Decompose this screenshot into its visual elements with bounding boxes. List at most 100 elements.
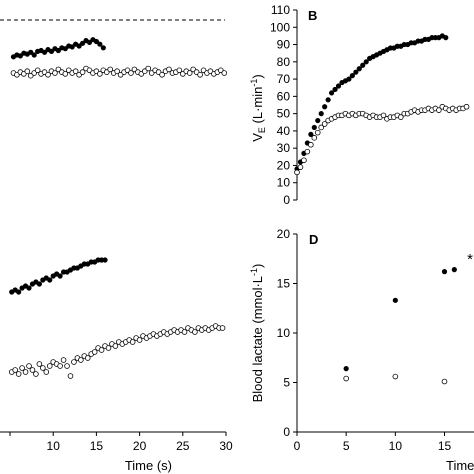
panel-a-point-open: [159, 72, 165, 78]
panel-a-point-filled: [55, 47, 61, 54]
panel-c-x-tick-label: 30: [219, 439, 233, 453]
panel-b-y-tick-label: 30: [277, 141, 291, 155]
panel-a-point-open: [114, 68, 120, 74]
panel-c-point-open: [40, 365, 46, 371]
panel-b-y-tick-label: 80: [277, 55, 291, 69]
panel-c-point-open: [98, 347, 105, 353]
panel-c-x-tick-label: 20: [133, 439, 147, 453]
panel-c-point-open: [33, 371, 39, 377]
panel-c: 10 15 20 25 30 Time (s): [0, 257, 233, 473]
panel-d-y-tick-label: 5: [283, 376, 290, 390]
panel-a-point-open: [79, 69, 86, 75]
panel-a-point-filled: [41, 49, 48, 55]
panel-d-point-filled: [441, 269, 448, 275]
panel-a-point-open: [97, 71, 103, 77]
panel-b-point-filled: [315, 117, 321, 124]
panel-b-y-tick-label: 0: [283, 193, 290, 207]
panel-b-point-open: [314, 129, 321, 136]
panel-c-x-tick-label: 10: [47, 439, 61, 453]
panel-c-point-open: [57, 363, 63, 369]
panel-d: 0 5 10 15 20 0 5 10 15 D Blood lactate (mmol·L-…: [249, 227, 474, 473]
panel-c-point-open: [36, 361, 43, 367]
panel-b-point-open: [308, 141, 314, 148]
panel-a-point-open: [145, 65, 152, 72]
panel-d-y-tick-label: 0: [283, 425, 290, 439]
panel-b-point-open: [294, 169, 300, 176]
panel-a-point-open: [221, 70, 228, 76]
panel-c-point-open: [91, 349, 98, 355]
panel-b-point-filled: [332, 86, 338, 93]
panel-c-point-open: [29, 367, 36, 373]
panel-d-point-open: [441, 378, 448, 385]
panel-b-y-tick-label: 40: [277, 124, 291, 138]
panel-c-point-open: [181, 329, 188, 335]
panel-a-point-open: [107, 66, 114, 73]
panel-b-point-open: [297, 164, 304, 170]
panel-b-ylabel: VE (L·min-1): [249, 74, 267, 142]
panel-b-point-filled: [311, 124, 317, 131]
panel-b-point-filled: [353, 69, 359, 75]
panel-b: 0 10 20 30 40 50 60 70 80 90 100 110 B VE (L·min-1): [249, 3, 470, 207]
panel-c-point-filled: [36, 281, 42, 287]
panel-d-significance-asterisk: *: [467, 251, 473, 268]
panel-b-point-filled: [363, 59, 369, 65]
panel-a-point-filled: [62, 46, 68, 52]
panel-c-point-open: [71, 359, 77, 365]
panel-b-y-tick-label: 50: [277, 107, 291, 121]
panel-c-point-open: [12, 367, 18, 373]
panel-c-point-open: [84, 355, 91, 361]
panel-a-point-filled: [31, 52, 37, 58]
panel-c-x-tick-label: 15: [90, 439, 104, 453]
panel-d-ylabel: Blood lactate (mmol·L-1): [249, 264, 265, 403]
panel-b-point-open: [321, 121, 328, 127]
panel-c-point-open: [26, 363, 32, 369]
panel-d-x-tick-label: 0: [294, 439, 301, 453]
panel-d-point-filled: [451, 267, 457, 273]
panel-b-point-open: [311, 135, 318, 141]
panel-a-point-open: [128, 70, 134, 76]
panel-c-point-open: [78, 357, 84, 363]
panel-a-point-open: [186, 70, 193, 76]
panel-c-point-open: [22, 369, 29, 375]
panel-c-point-open: [15, 371, 22, 377]
panel-d-y-tick-label: 10: [277, 326, 291, 340]
panel-c-point-filled: [102, 257, 108, 263]
panel-b-y-tick-label: 10: [277, 176, 291, 190]
panel-c-point-open: [67, 373, 74, 379]
panel-a-point-open: [72, 68, 79, 74]
panel-c-point-open: [192, 329, 198, 335]
panel-a-point-filled: [69, 44, 75, 50]
panel-b-point-filled: [318, 111, 324, 117]
panel-b-y-tick-label: 110: [271, 3, 290, 17]
panel-a-point-filled: [76, 43, 82, 49]
panel-b-point-filled: [329, 90, 335, 96]
panel-c-point-open: [60, 357, 67, 363]
panel-d-point-open: [392, 373, 399, 380]
panel-d-point-filled: [392, 297, 398, 303]
panel-d-x-tick-label: 5: [343, 439, 350, 453]
panel-a-point-open: [166, 66, 172, 73]
panel-b-y-tick-label: 90: [277, 38, 291, 52]
panel-b-point-filled: [325, 97, 331, 103]
panel-c-point-open: [43, 369, 50, 375]
panel-c-point-filled: [16, 289, 22, 295]
panel-b-point-open: [318, 124, 325, 131]
panel-a-point-open: [176, 67, 183, 74]
panel-b-point-filled: [322, 104, 328, 110]
panel-b-point-open: [397, 114, 404, 120]
panel-b-point-open: [436, 107, 442, 113]
panel-d-x-tick-label: 10: [389, 439, 403, 453]
panel-a-point-open: [45, 72, 51, 78]
panel-b-point-filled: [349, 73, 355, 79]
panel-b-point-open: [304, 148, 311, 155]
panel-d-y-tick-label: 20: [277, 227, 291, 241]
panel-c-point-open: [105, 345, 112, 351]
panel-c-point-filled: [26, 285, 32, 291]
panel-c-x-tick-label: 25: [176, 439, 190, 453]
panel-a-point-filled: [86, 39, 93, 46]
panel-b-y-tick-label: 70: [277, 72, 291, 86]
panel-a-point-filled: [48, 48, 55, 55]
panel-c-xlabel: Time (s): [125, 458, 172, 473]
panel-c-point-filled: [57, 273, 63, 279]
